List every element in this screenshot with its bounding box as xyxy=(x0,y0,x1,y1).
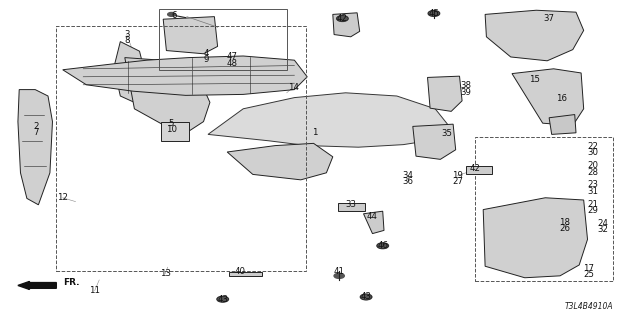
Text: 20: 20 xyxy=(587,161,598,170)
Text: 13: 13 xyxy=(159,269,171,278)
Text: 18: 18 xyxy=(559,218,570,227)
Bar xyxy=(229,272,262,276)
Text: T3L4B4910A: T3L4B4910A xyxy=(564,302,613,311)
Polygon shape xyxy=(114,42,146,102)
Text: 33: 33 xyxy=(345,200,356,209)
Circle shape xyxy=(377,243,388,249)
Text: 14: 14 xyxy=(287,83,299,92)
Text: 40: 40 xyxy=(234,267,246,276)
Circle shape xyxy=(217,296,228,302)
Text: 26: 26 xyxy=(559,224,570,233)
Circle shape xyxy=(337,16,348,21)
Text: 46: 46 xyxy=(377,241,388,250)
Polygon shape xyxy=(549,115,576,134)
Text: 19: 19 xyxy=(452,171,463,180)
Text: 43: 43 xyxy=(217,295,228,304)
Text: 45: 45 xyxy=(428,9,440,18)
Polygon shape xyxy=(161,122,189,141)
Polygon shape xyxy=(483,198,588,278)
Text: 35: 35 xyxy=(441,129,452,138)
Text: 25: 25 xyxy=(583,270,595,279)
Text: 8: 8 xyxy=(124,36,129,45)
Text: 17: 17 xyxy=(583,264,595,273)
Polygon shape xyxy=(512,69,584,125)
Text: 2: 2 xyxy=(33,122,38,131)
Text: 31: 31 xyxy=(587,187,598,196)
Text: 27: 27 xyxy=(452,177,463,186)
Text: 30: 30 xyxy=(587,148,598,157)
Text: 34: 34 xyxy=(403,171,414,180)
Text: 43: 43 xyxy=(360,292,372,301)
Text: 38: 38 xyxy=(460,81,472,90)
Text: 21: 21 xyxy=(587,200,598,209)
Circle shape xyxy=(428,11,440,16)
Text: 44: 44 xyxy=(367,212,378,221)
Bar xyxy=(475,137,613,281)
Polygon shape xyxy=(413,124,456,159)
Text: 22: 22 xyxy=(587,142,598,151)
Text: 24: 24 xyxy=(597,219,609,228)
Text: 29: 29 xyxy=(588,206,598,215)
Text: 41: 41 xyxy=(333,267,345,276)
Text: 48: 48 xyxy=(226,59,237,68)
Text: 3: 3 xyxy=(124,30,129,39)
Text: 39: 39 xyxy=(461,88,471,97)
Text: 4: 4 xyxy=(204,49,209,58)
Polygon shape xyxy=(428,76,462,111)
Polygon shape xyxy=(18,90,52,205)
Text: 6: 6 xyxy=(172,11,177,20)
Text: 16: 16 xyxy=(556,94,568,103)
Text: 10: 10 xyxy=(166,125,177,134)
Circle shape xyxy=(168,12,175,16)
Text: 11: 11 xyxy=(89,286,100,295)
Text: 12: 12 xyxy=(57,193,68,202)
Polygon shape xyxy=(364,211,384,234)
Text: 23: 23 xyxy=(587,180,598,189)
Polygon shape xyxy=(485,10,584,61)
Bar xyxy=(466,166,492,174)
Text: 36: 36 xyxy=(403,177,414,186)
Polygon shape xyxy=(189,61,240,81)
FancyArrow shape xyxy=(18,282,56,290)
Text: 15: 15 xyxy=(529,75,540,84)
Text: 1: 1 xyxy=(312,128,317,137)
Text: 7: 7 xyxy=(33,128,38,137)
Circle shape xyxy=(334,273,344,278)
Polygon shape xyxy=(163,17,218,54)
Text: FR.: FR. xyxy=(63,278,79,287)
Bar xyxy=(338,203,365,211)
Circle shape xyxy=(360,294,372,300)
Text: 9: 9 xyxy=(204,55,209,64)
Text: 28: 28 xyxy=(587,168,598,177)
Polygon shape xyxy=(333,13,360,37)
Text: 42: 42 xyxy=(337,14,348,23)
Text: 32: 32 xyxy=(597,225,609,234)
Polygon shape xyxy=(125,58,210,131)
Text: 37: 37 xyxy=(543,14,555,23)
Bar xyxy=(56,26,306,271)
Text: 5: 5 xyxy=(169,119,174,128)
Polygon shape xyxy=(63,56,307,95)
Polygon shape xyxy=(208,93,448,147)
Polygon shape xyxy=(227,143,333,180)
Bar xyxy=(159,9,287,70)
Text: 47: 47 xyxy=(226,52,237,61)
Text: 42: 42 xyxy=(469,164,481,173)
